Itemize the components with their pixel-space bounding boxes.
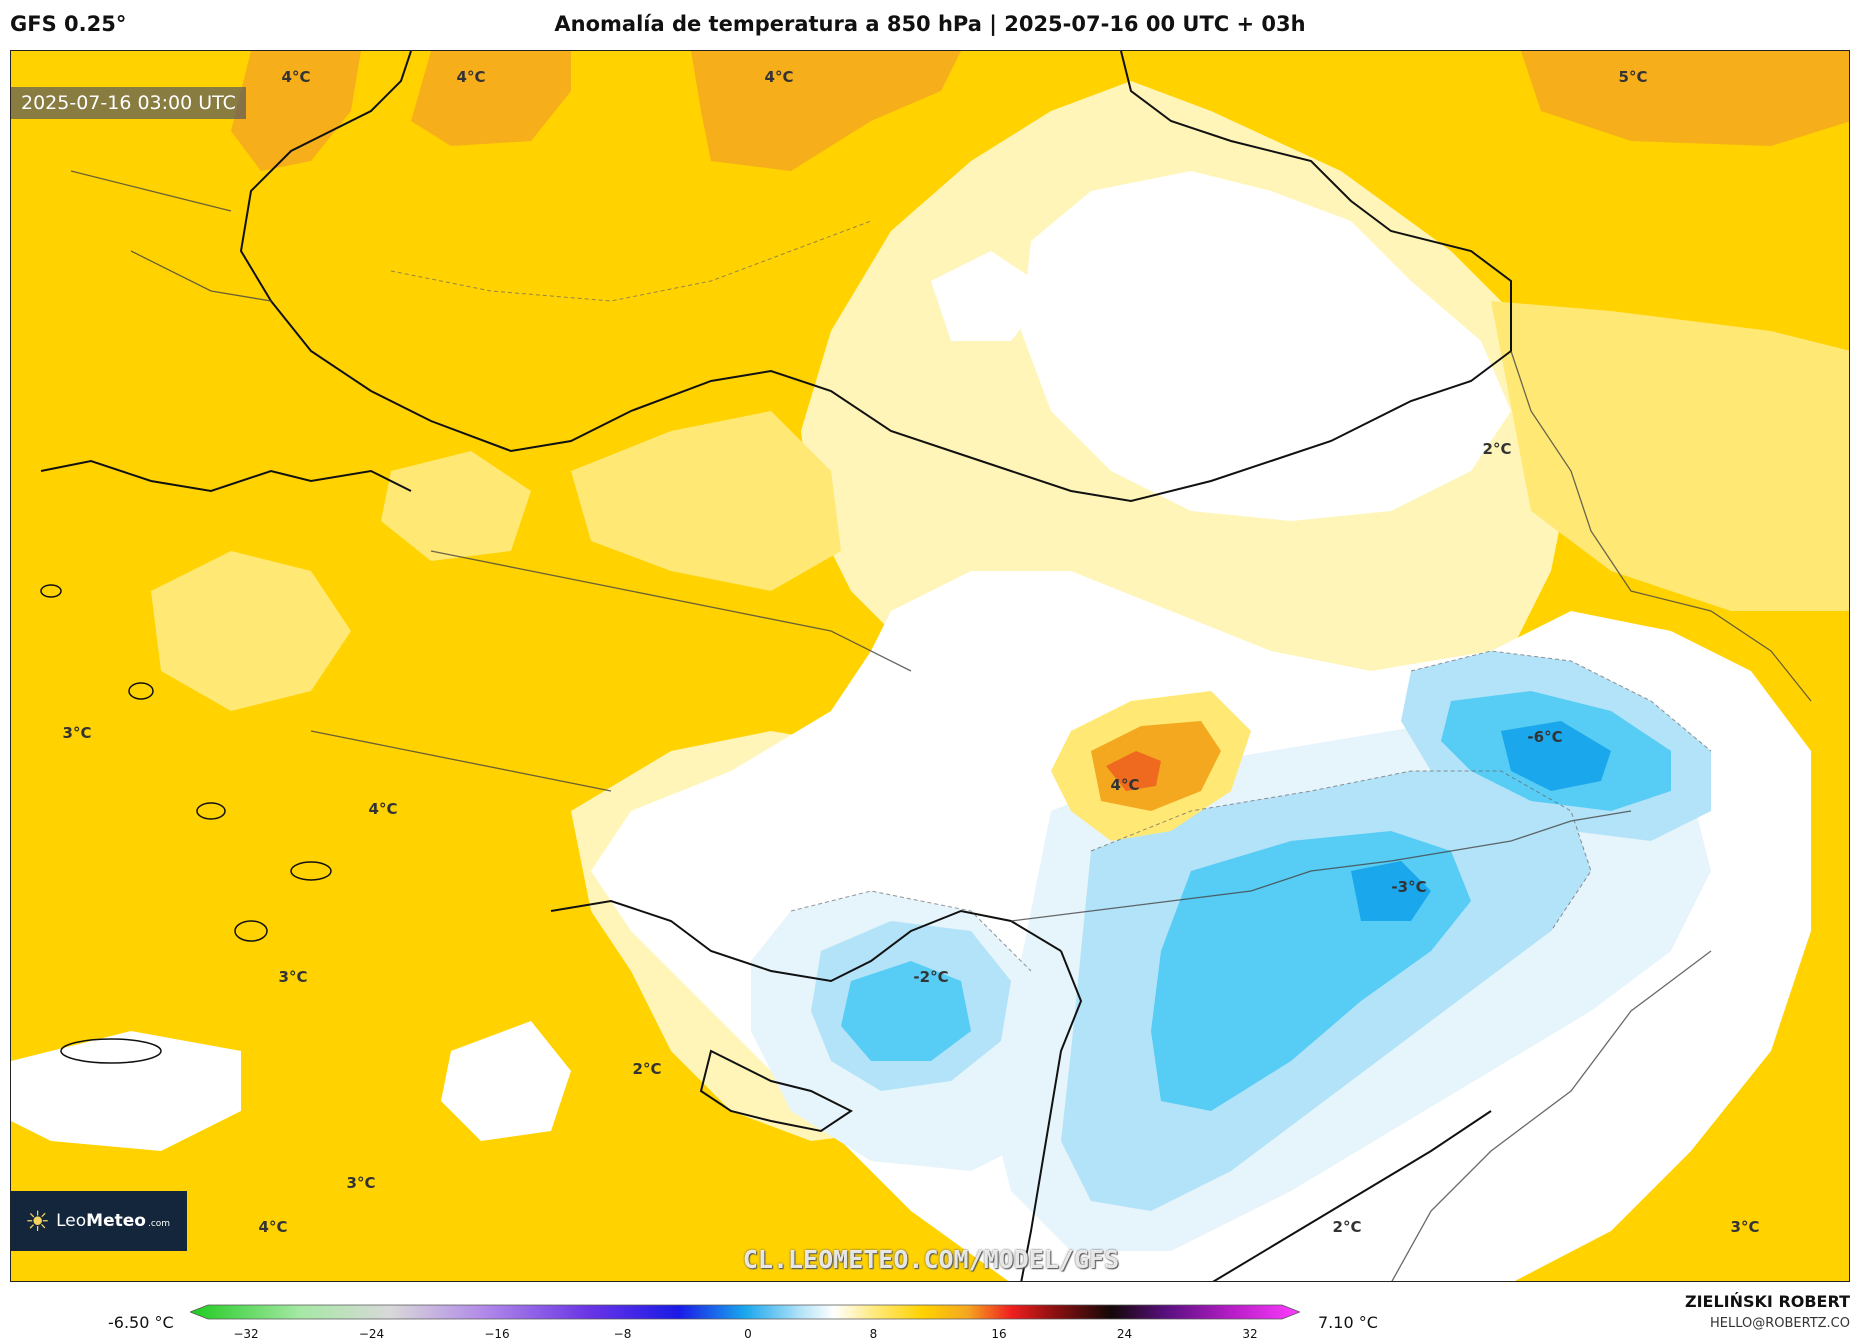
model-name: GFS 0.25° xyxy=(10,12,127,36)
leometeo-logo[interactable]: ☀ Leo Meteo .com xyxy=(11,1191,187,1251)
colorbar-tick-label: 0 xyxy=(744,1327,752,1341)
colorbar-tick-label: 32 xyxy=(1242,1327,1258,1341)
colorbar-min-label: -6.50 °C xyxy=(108,1313,174,1332)
temp-label: 2°C xyxy=(1482,440,1512,458)
colorbar-tick-label: 16 xyxy=(991,1327,1007,1341)
author-email: HELLO@ROBERTZ.CO xyxy=(1709,1316,1850,1331)
colorbar-tick-label: 8 xyxy=(869,1327,878,1341)
map-title: Anomalía de temperatura a 850 hPa | 2025… xyxy=(554,12,1306,36)
anomaly-field xyxy=(11,51,1849,1281)
temp-label: 5°C xyxy=(1618,68,1648,86)
colorbar-tick-label: 24 xyxy=(1116,1327,1133,1341)
temp-label: 4°C xyxy=(764,68,794,86)
temp-label: 2°C xyxy=(632,1060,662,1078)
temp-label: 3°C xyxy=(278,968,308,986)
author-name: ZIELIŃSKI ROBERT xyxy=(1684,1292,1850,1311)
temp-label: 3°C xyxy=(1730,1218,1760,1236)
temp-label: -3°C xyxy=(1391,878,1427,896)
colorbar-tick-label: −8 xyxy=(613,1327,632,1341)
colorbar-tick-label: −16 xyxy=(484,1327,510,1341)
colorbar-max-label: 7.10 °C xyxy=(1318,1313,1378,1332)
temp-label: 4°C xyxy=(1110,776,1140,794)
source-watermark: CL.LEOMETEO.COM/MODEL/GFS xyxy=(742,1245,1120,1274)
temp-label: 3°C xyxy=(346,1174,376,1192)
temp-label: 2°C xyxy=(1332,1218,1362,1236)
colorbar xyxy=(190,1304,1300,1320)
temp-label: 4°C xyxy=(258,1218,288,1236)
colorbar-tick-label: −24 xyxy=(358,1327,385,1341)
colorbar-tick-label: −32 xyxy=(233,1327,259,1341)
temp-label: -6°C xyxy=(1527,728,1563,746)
valid-time-badge: 2025-07-16 03:00 UTC xyxy=(11,87,246,119)
temp-label: 4°C xyxy=(368,800,398,818)
temp-label: 3°C xyxy=(62,724,92,742)
temperature-anomaly-map: 2025-07-16 03:00 UTC 4°C 4°C 4°C 5°C 2°C… xyxy=(10,50,1850,1282)
temp-label: 4°C xyxy=(456,68,486,86)
temp-label: 4°C xyxy=(281,68,311,86)
sun-icon: ☀ xyxy=(25,1204,51,1238)
temp-label: -2°C xyxy=(913,968,949,986)
